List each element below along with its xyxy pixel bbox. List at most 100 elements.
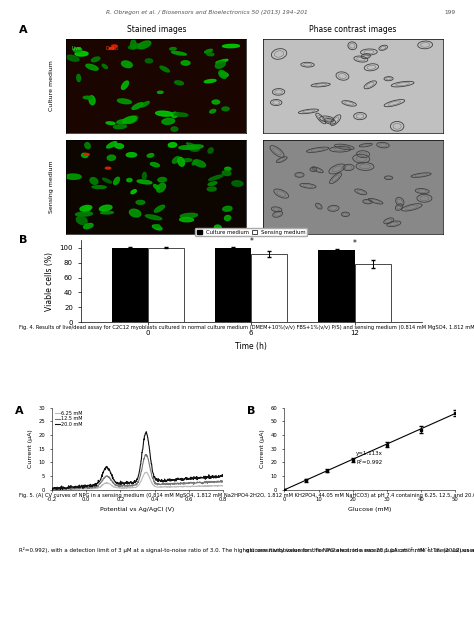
20.0 mM	[220, 473, 226, 480]
Bar	[148, 248, 184, 322]
6.25 mM	[220, 482, 226, 490]
20.0 mM	[127, 480, 132, 487]
Ellipse shape	[174, 81, 183, 85]
Ellipse shape	[173, 157, 180, 163]
Legend: Culture medium, Sensing medium: Culture medium, Sensing medium	[195, 228, 308, 236]
Ellipse shape	[179, 145, 194, 149]
Ellipse shape	[157, 91, 163, 94]
Ellipse shape	[193, 160, 206, 167]
Ellipse shape	[73, 48, 82, 52]
Legend: 6.25 mM, 12.5 mM, 20.0 mM: 6.25 mM, 12.5 mM, 20.0 mM	[55, 410, 83, 427]
Ellipse shape	[204, 80, 216, 83]
Ellipse shape	[222, 107, 229, 111]
Text: *: *	[249, 237, 253, 246]
Ellipse shape	[232, 181, 243, 186]
12.5 mM	[80, 484, 85, 492]
Ellipse shape	[208, 148, 213, 153]
Ellipse shape	[155, 111, 173, 116]
Text: *: *	[353, 239, 356, 248]
Text: Dead: Dead	[106, 46, 119, 51]
Ellipse shape	[65, 174, 81, 179]
Ellipse shape	[89, 95, 95, 105]
20.0 mM	[164, 477, 170, 485]
Ellipse shape	[209, 175, 223, 180]
Ellipse shape	[112, 45, 117, 47]
X-axis label: Time (h): Time (h)	[235, 341, 267, 351]
Ellipse shape	[212, 100, 219, 104]
Text: R. Obregon et al. / Biosensors and Bioelectronics 50 (2013) 194–201: R. Obregon et al. / Biosensors and Bioel…	[106, 9, 308, 15]
Line: 6.25 mM: 6.25 mM	[52, 472, 223, 490]
Ellipse shape	[146, 59, 153, 63]
Ellipse shape	[222, 171, 231, 176]
Text: Live: Live	[72, 46, 82, 51]
Ellipse shape	[126, 153, 137, 157]
6.25 mM	[178, 483, 184, 490]
Ellipse shape	[92, 186, 106, 188]
Ellipse shape	[215, 61, 225, 68]
Ellipse shape	[100, 205, 112, 211]
Text: glucose nanobiosensors. For instance, in a recent publication, He et al. (2012) : glucose nanobiosensors. For instance, in…	[246, 547, 474, 552]
Ellipse shape	[137, 180, 152, 184]
Ellipse shape	[117, 119, 130, 123]
Text: B: B	[247, 406, 255, 416]
Ellipse shape	[219, 71, 227, 78]
12.5 mM	[220, 478, 226, 485]
Ellipse shape	[132, 103, 143, 109]
12.5 mM	[178, 480, 184, 487]
Ellipse shape	[207, 53, 214, 56]
Bar	[319, 250, 355, 322]
Ellipse shape	[91, 57, 100, 62]
Y-axis label: Viable cells (%): Viable cells (%)	[45, 252, 54, 311]
Ellipse shape	[90, 178, 98, 185]
Ellipse shape	[83, 96, 92, 99]
Ellipse shape	[66, 55, 79, 61]
Ellipse shape	[150, 162, 159, 167]
12.5 mM	[164, 480, 170, 488]
Ellipse shape	[181, 61, 190, 65]
Ellipse shape	[138, 41, 151, 49]
Ellipse shape	[121, 61, 132, 68]
Ellipse shape	[85, 143, 90, 149]
20.0 mM	[178, 477, 184, 484]
Bar	[251, 254, 287, 322]
20.0 mM	[150, 470, 156, 478]
Text: Sensing medium: Sensing medium	[49, 161, 54, 214]
6.25 mM	[164, 483, 170, 491]
Bar	[355, 264, 391, 322]
Ellipse shape	[189, 147, 199, 151]
Ellipse shape	[123, 116, 137, 124]
Ellipse shape	[220, 72, 228, 76]
Ellipse shape	[84, 154, 89, 155]
Ellipse shape	[181, 214, 198, 218]
6.25 mM	[49, 486, 55, 494]
Text: Culture medium: Culture medium	[49, 61, 54, 111]
20.0 mM	[143, 428, 149, 435]
Ellipse shape	[101, 212, 113, 214]
20.0 mM	[49, 485, 55, 493]
Text: B: B	[19, 234, 27, 245]
Bar	[215, 248, 251, 322]
Ellipse shape	[109, 47, 115, 49]
Text: Phase contrast images: Phase contrast images	[310, 25, 397, 33]
Ellipse shape	[223, 206, 232, 211]
12.5 mM	[127, 482, 132, 489]
12.5 mM	[49, 485, 55, 493]
Ellipse shape	[154, 185, 159, 190]
Ellipse shape	[118, 99, 131, 104]
Ellipse shape	[131, 40, 136, 49]
12.5 mM	[53, 486, 59, 494]
20.0 mM	[93, 482, 99, 490]
Ellipse shape	[187, 143, 198, 148]
Ellipse shape	[147, 154, 154, 157]
20.0 mM	[60, 485, 65, 493]
X-axis label: Glucose (mM): Glucose (mM)	[348, 507, 392, 513]
Ellipse shape	[80, 205, 92, 211]
Ellipse shape	[182, 159, 192, 162]
Ellipse shape	[225, 216, 231, 221]
6.25 mM	[143, 468, 149, 476]
Ellipse shape	[178, 157, 184, 166]
Ellipse shape	[187, 145, 203, 149]
Bar	[111, 248, 148, 322]
Y-axis label: Current (μA): Current (μA)	[28, 429, 33, 468]
Ellipse shape	[115, 143, 124, 149]
